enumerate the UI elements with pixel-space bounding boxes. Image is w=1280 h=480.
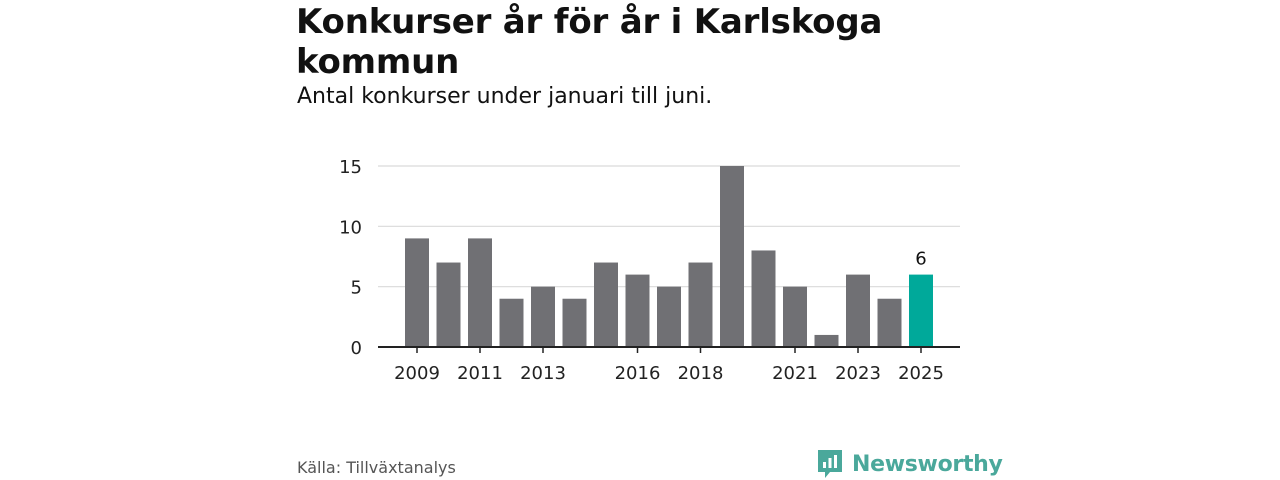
bar-2025 bbox=[909, 274, 933, 347]
x-tick-label: 2016 bbox=[615, 363, 661, 384]
y-tick-label: 5 bbox=[351, 278, 362, 299]
x-tick-label: 2018 bbox=[678, 363, 724, 384]
bar-2019 bbox=[720, 166, 744, 347]
x-tick-label: 2009 bbox=[394, 363, 440, 384]
bar-2015 bbox=[594, 262, 618, 347]
chart-subtitle: Antal konkurser under januari till juni. bbox=[297, 84, 713, 109]
chart-title: Konkurser år för år i Karlskoga kommun bbox=[296, 2, 883, 82]
x-tick-label: 2025 bbox=[898, 363, 944, 384]
x-tick-label: 2023 bbox=[835, 363, 881, 384]
bar-2010 bbox=[436, 262, 461, 347]
y-tick-label: 10 bbox=[339, 217, 362, 238]
bars bbox=[405, 166, 933, 347]
source-note: Källa: Tillväxtanalys bbox=[297, 458, 456, 477]
bar-2012 bbox=[499, 298, 524, 347]
x-tick-label: 2013 bbox=[520, 363, 566, 384]
data-label-2025: 6 bbox=[915, 249, 926, 270]
x-axis-ticks: 2009 2011 2013 2016 2018 2021 2023 2025 bbox=[394, 347, 944, 384]
bar-2014 bbox=[562, 298, 587, 347]
bar-2023 bbox=[846, 274, 870, 347]
x-tick-label: 2011 bbox=[457, 363, 503, 384]
bar-2016 bbox=[625, 274, 650, 347]
bar-2018 bbox=[688, 262, 713, 347]
bar-2009 bbox=[405, 238, 429, 347]
newsworthy-logo-icon bbox=[818, 450, 842, 478]
newsworthy-logo: Newsworthy bbox=[816, 448, 1003, 480]
bar-2020 bbox=[751, 250, 776, 347]
data-labels: 6 bbox=[915, 249, 926, 270]
brand-name: Newsworthy bbox=[852, 451, 1003, 477]
bar-2022 bbox=[814, 334, 839, 347]
bar-2024 bbox=[877, 298, 902, 347]
bar-2021 bbox=[783, 286, 807, 347]
y-axis-tick-labels: 0 5 10 15 bbox=[339, 157, 362, 359]
x-tick-label: 2021 bbox=[772, 363, 818, 384]
y-gridlines bbox=[378, 165, 960, 288]
bar-2017 bbox=[657, 286, 681, 347]
bar-2011 bbox=[468, 238, 492, 347]
bar-2013 bbox=[531, 286, 555, 347]
y-tick-label: 15 bbox=[339, 157, 362, 178]
y-tick-label: 0 bbox=[351, 338, 362, 359]
